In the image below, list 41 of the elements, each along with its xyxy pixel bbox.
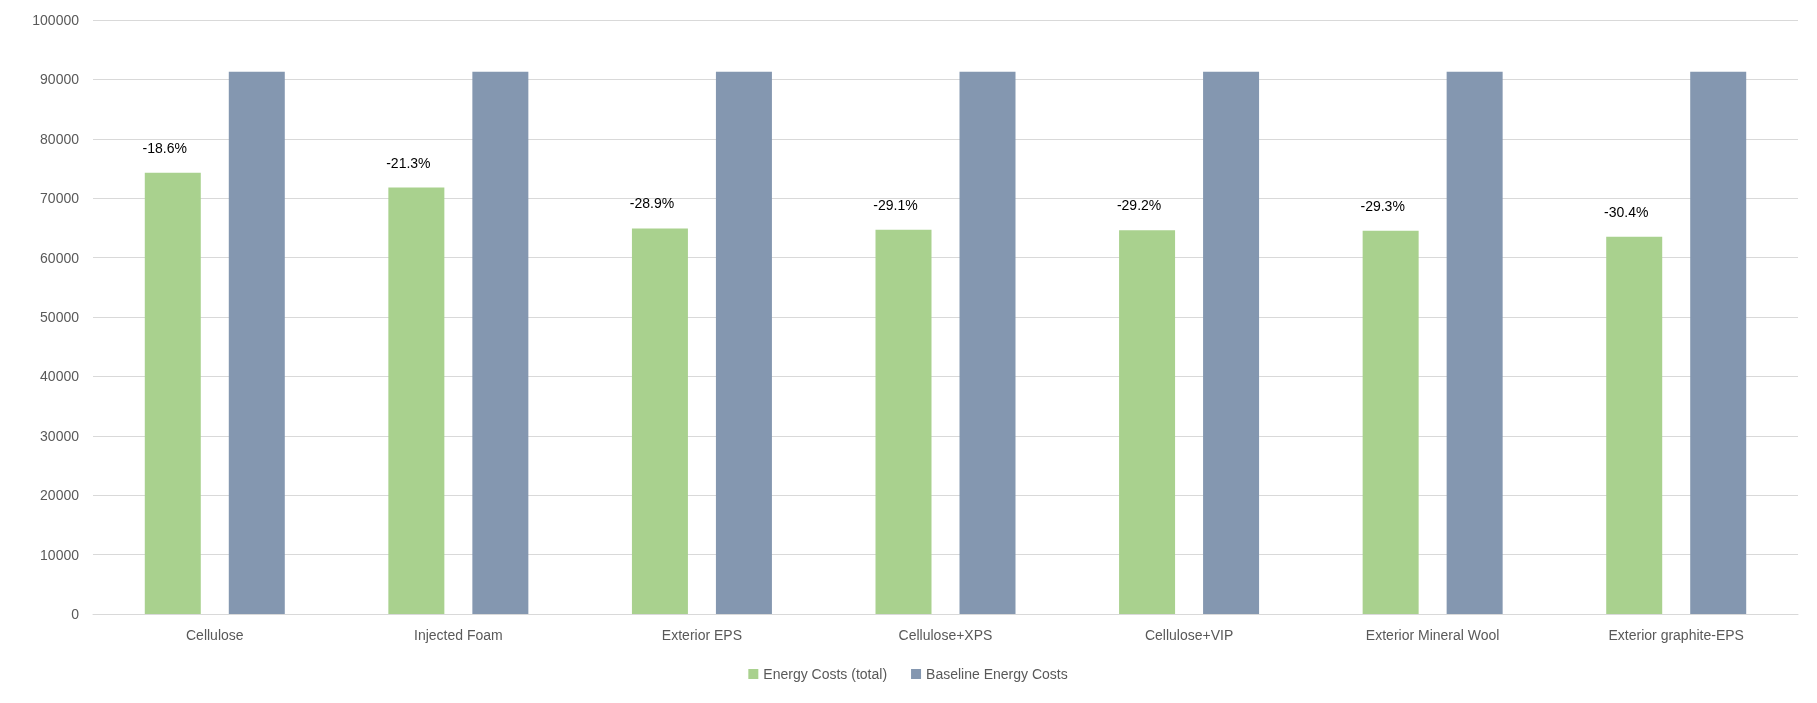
y-tick-label: 30000 (40, 427, 80, 444)
annotation: -28.9% (629, 195, 675, 212)
bar (959, 71, 1016, 614)
y-tick-label: 10000 (40, 546, 80, 563)
legend-label: Baseline Energy Costs (926, 666, 1068, 682)
y-tick-label: 60000 (40, 249, 80, 266)
annotation: -29.3% (1360, 197, 1405, 214)
annotation: -29.2% (1116, 197, 1162, 214)
bar (1690, 71, 1747, 614)
bar (1446, 71, 1503, 614)
bar (631, 228, 688, 614)
bar (1119, 230, 1176, 614)
annotation: -30.4% (1604, 203, 1649, 220)
x-tick-label: Cellulose+VIP (1144, 627, 1234, 643)
x-tick-label: Injected Foam (414, 627, 503, 643)
y-tick-label: 100000 (32, 12, 80, 28)
legend-label: Energy Costs (total) (763, 666, 888, 682)
y-tick-label: 90000 (40, 71, 80, 88)
bar (1203, 71, 1260, 614)
bar (1362, 230, 1419, 614)
annotation: -18.6% (142, 139, 187, 156)
x-tick-label: Exterior graphite-EPS (1608, 627, 1744, 643)
bar (715, 71, 772, 614)
annotation: -29.1% (873, 196, 918, 213)
bar (144, 172, 201, 614)
x-tick-label: Cellulose (185, 627, 244, 643)
y-tick-label: 50000 (40, 309, 80, 325)
annotation: -21.3% (386, 154, 431, 171)
y-tick-label: 80000 (40, 130, 80, 147)
x-tick-label: Cellulose+XPS (898, 627, 993, 643)
x-tick-label: Exterior Mineral Wool (1365, 627, 1500, 643)
y-tick-label: 70000 (40, 190, 80, 207)
y-tick-label: 40000 (40, 368, 80, 385)
bar (472, 71, 529, 614)
y-tick-label: 20000 (40, 487, 80, 504)
y-tick-label: 0 (71, 606, 80, 622)
bar (388, 187, 445, 614)
bar (228, 71, 285, 614)
bar (875, 229, 932, 614)
x-tick-label: Exterior EPS (661, 627, 742, 643)
bar (1606, 236, 1663, 614)
